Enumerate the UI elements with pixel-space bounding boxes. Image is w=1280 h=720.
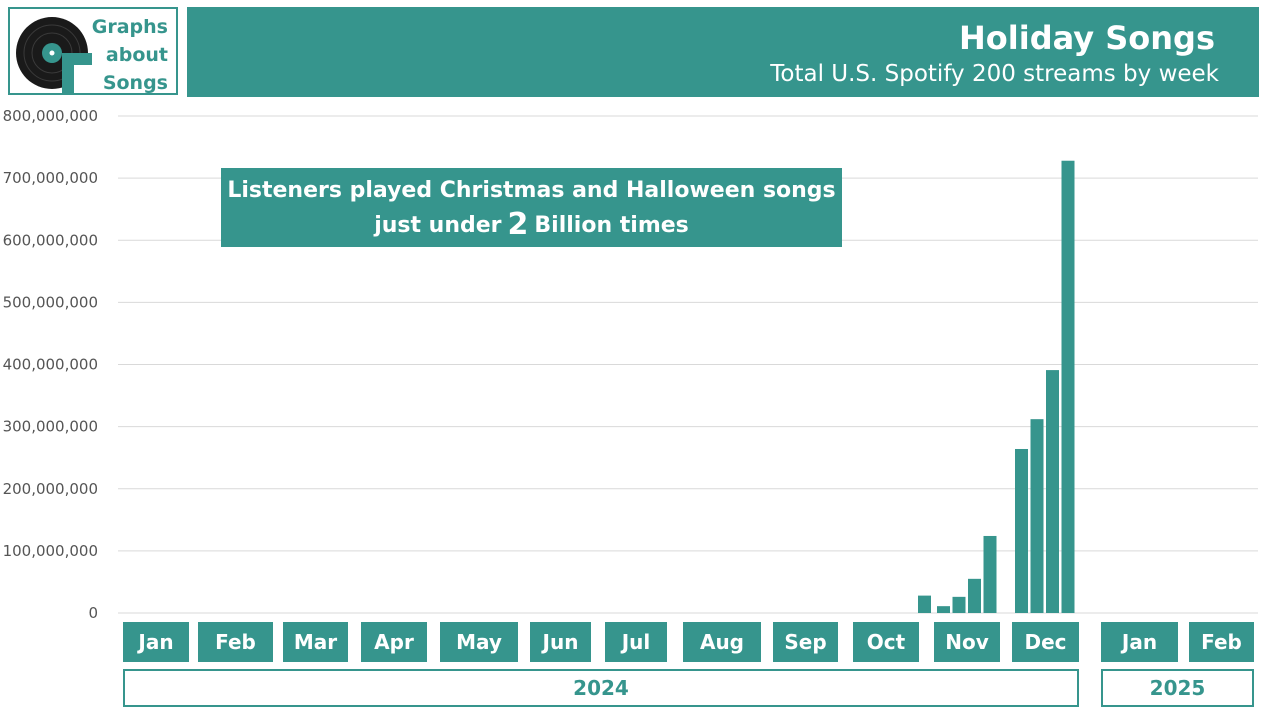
annotation-suffix: Billion times [534,213,689,238]
y-tick-label: 200,000,000 [3,480,98,498]
month-label: Dec [1012,622,1079,662]
bar [918,595,931,613]
month-label: May [440,622,518,662]
chart-subtitle: Total U.S. Spotify 200 streams by week [770,61,1219,87]
y-tick-label: 600,000,000 [3,231,98,249]
month-label: Jun [530,622,591,662]
annotation-prefix: just under [374,213,502,238]
header-banner: Holiday Songs Total U.S. Spotify 200 str… [187,7,1259,97]
month-label: Sep [773,622,838,662]
month-label: Jul [605,622,667,662]
year-label: 2025 [1101,669,1254,707]
y-tick-label: 800,000,000 [3,107,98,125]
bar [952,596,966,613]
month-label: Feb [1189,622,1254,662]
bar [968,578,981,613]
logo-line: Songs [102,72,168,94]
bar [1046,370,1059,613]
month-label: Mar [283,622,348,662]
annotation-line-1: Listeners played Christmas and Halloween… [227,178,836,203]
y-tick-label: 0 [88,604,98,622]
month-label: Nov [934,622,1000,662]
chart-title: Holiday Songs [959,19,1215,57]
month-label: Feb [198,622,273,662]
annotation-number: 2 [507,207,529,242]
y-tick-label: 500,000,000 [3,293,98,311]
logo-text: Graphs about Songs [92,13,168,97]
bar [983,535,997,613]
year-label: 2024 [123,669,1079,707]
month-label: Oct [853,622,919,662]
logo-line: about [105,44,168,66]
logo-line: Graphs [91,16,168,38]
bar [1015,448,1028,613]
bar [1030,419,1044,613]
month-label: Jan [123,622,189,662]
month-label: Jan [1101,622,1178,662]
logo: Graphs about Songs [8,7,178,95]
annotation-box: Listeners played Christmas and Halloween… [221,168,842,247]
y-tick-label: 700,000,000 [3,169,98,187]
bar [937,606,950,613]
annotation-line-2: just under 2 Billion times [221,208,842,243]
vinyl-record-icon [16,17,100,93]
y-tick-label: 300,000,000 [3,418,98,436]
bar [1061,160,1075,614]
month-label: Aug [683,622,761,662]
y-tick-label: 100,000,000 [3,542,98,560]
month-label: Apr [361,622,427,662]
y-tick-label: 400,000,000 [3,356,98,374]
